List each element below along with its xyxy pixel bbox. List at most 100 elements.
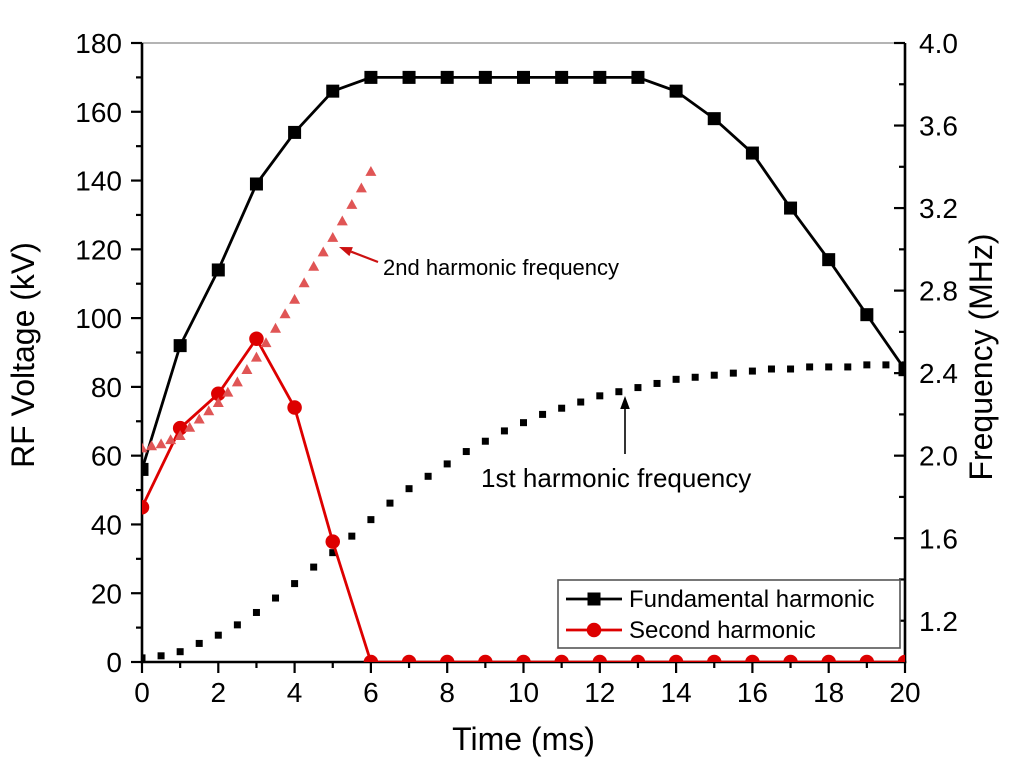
legend-label: Second harmonic — [629, 617, 816, 644]
x-tick-label: 4 — [287, 677, 303, 708]
data-point-circle — [859, 654, 875, 662]
y-right-tick-label: 2.0 — [919, 441, 958, 472]
data-point-circle — [554, 654, 569, 662]
data-point-small-square — [787, 365, 795, 373]
data-point-small-square — [195, 639, 203, 647]
data-point-triangle — [203, 405, 215, 416]
data-point-circle — [897, 654, 905, 662]
data-point-small-square — [634, 384, 642, 392]
data-point-square — [402, 70, 416, 84]
data-point-triangle — [231, 376, 243, 387]
data-point-small-square — [863, 361, 871, 369]
data-point-circle — [745, 654, 760, 662]
data-point-circle — [249, 331, 264, 346]
x-tick-label: 10 — [508, 677, 539, 708]
y-axis-right-title: Frequency (MHz) — [963, 233, 999, 480]
data-point-small-square — [500, 427, 508, 435]
data-point-triangle — [260, 337, 272, 348]
x-tick-label: 8 — [439, 677, 455, 708]
y-left-tick-label: 60 — [91, 441, 122, 472]
data-point-small-square — [348, 532, 356, 540]
y-left-tick-label: 80 — [91, 372, 122, 403]
data-point-small-square — [329, 549, 337, 557]
data-point-circle — [211, 386, 226, 402]
data-point-circle — [142, 500, 150, 515]
data-point-small-square — [291, 580, 299, 588]
data-point-small-square — [748, 367, 756, 375]
data-point-square — [745, 146, 759, 160]
annotation-arrowhead — [620, 396, 630, 409]
data-point-small-square — [481, 437, 489, 445]
y-right-tick-label: 2.4 — [919, 358, 958, 389]
data-point-square — [440, 70, 454, 84]
legend-box — [557, 579, 901, 649]
x-tick-label: 16 — [737, 677, 768, 708]
axis-ticks: 0 20 40 60 80 100 120 140 160 180 0 2 4 6 8 10 12 14 16 18 2… — [75, 28, 958, 708]
data-point-square — [555, 70, 569, 84]
data-point-small-square — [691, 373, 699, 381]
data-point-square — [249, 177, 263, 191]
data-point-circle — [668, 654, 684, 662]
x-tick-label: 0 — [134, 677, 150, 708]
annotation-arrowhead — [339, 247, 353, 257]
data-point-square — [631, 70, 645, 84]
y-right-tick-label: 4.0 — [919, 28, 958, 59]
legend: Fundamental harmonic Second harmonic — [557, 579, 901, 649]
data-point-circle — [821, 654, 836, 662]
data-point-circle — [592, 654, 608, 662]
data-point-circle — [478, 654, 493, 662]
plot-area — [142, 70, 905, 662]
data-point-circle — [516, 654, 531, 662]
data-point-small-square — [844, 363, 852, 371]
data-point-small-square — [424, 472, 432, 480]
y-left-tick-label: 20 — [91, 578, 122, 609]
data-point-triangle — [289, 293, 301, 304]
data-point-triangle — [142, 442, 148, 453]
data-point-triangle — [174, 430, 186, 440]
data-point-small-square — [653, 379, 661, 387]
data-point-small-square — [558, 404, 566, 412]
series-second-harmonic — [142, 331, 905, 662]
y-left-tick-label: 0 — [106, 647, 122, 678]
plot-frame — [140, 42, 907, 664]
data-point-square — [669, 84, 683, 98]
series-2nd-harmonic-frequency — [142, 165, 377, 453]
data-point-circle — [783, 654, 798, 662]
y-left-tick-label: 180 — [75, 28, 122, 59]
data-point-square — [326, 84, 340, 98]
data-point-triangle — [298, 277, 310, 288]
data-point-triangle — [250, 351, 262, 362]
data-point-small-square — [462, 448, 470, 456]
data-point-circle — [172, 420, 188, 436]
y-left-tick-label: 120 — [75, 234, 122, 265]
data-point-small-square — [214, 631, 222, 639]
data-point-triangle — [365, 165, 377, 176]
x-tick-label: 2 — [211, 677, 227, 708]
data-point-triangle — [212, 397, 224, 407]
data-point-square — [707, 112, 721, 126]
data-point-square — [587, 592, 601, 606]
data-point-small-square — [729, 369, 737, 377]
data-point-small-square — [386, 499, 394, 507]
data-point-triangle — [336, 215, 348, 226]
data-point-circle — [287, 400, 302, 415]
series-1st-harmonic-frequency — [142, 361, 905, 662]
annotation-text: 2nd harmonic frequency — [383, 255, 619, 280]
x-axis-title: Time (ms) — [452, 721, 595, 757]
data-point-triangle — [355, 182, 367, 193]
data-point-triangle — [241, 364, 253, 374]
data-point-small-square — [367, 516, 375, 524]
data-point-small-square — [233, 621, 241, 629]
data-point-circle — [586, 622, 602, 638]
data-point-small-square — [142, 654, 146, 662]
series-line — [142, 336, 905, 662]
data-point-small-square — [882, 361, 890, 369]
data-point-square — [288, 125, 302, 139]
data-point-small-square — [539, 410, 547, 418]
data-point-small-square — [825, 363, 833, 371]
y-left-tick-label: 160 — [75, 97, 122, 128]
x-tick-label: 20 — [889, 677, 920, 708]
data-point-triangle — [308, 260, 320, 271]
